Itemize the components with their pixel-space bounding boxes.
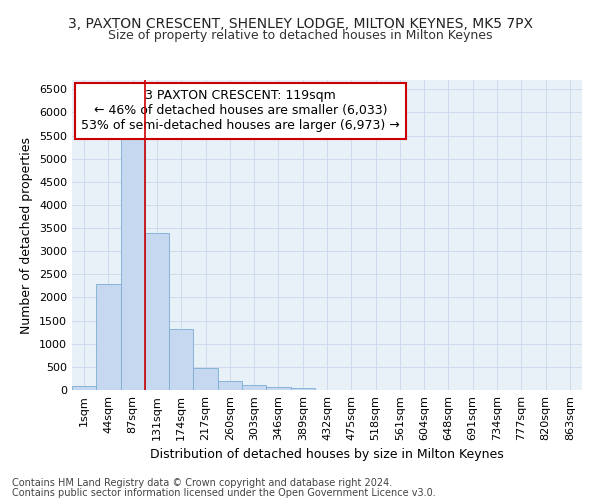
Bar — [96, 284, 121, 390]
Bar — [145, 232, 169, 390]
Text: 3 PAXTON CRESCENT: 119sqm
← 46% of detached houses are smaller (6,033)
53% of se: 3 PAXTON CRESCENT: 119sqm ← 46% of detac… — [81, 90, 400, 132]
Bar — [72, 386, 96, 390]
Text: Contains public sector information licensed under the Open Government Licence v3: Contains public sector information licen… — [12, 488, 436, 498]
Y-axis label: Number of detached properties: Number of detached properties — [20, 136, 34, 334]
Text: Size of property relative to detached houses in Milton Keynes: Size of property relative to detached ho… — [108, 29, 492, 42]
Bar — [242, 386, 266, 390]
Text: 3, PAXTON CRESCENT, SHENLEY LODGE, MILTON KEYNES, MK5 7PX: 3, PAXTON CRESCENT, SHENLEY LODGE, MILTO… — [67, 18, 533, 32]
Bar — [290, 388, 315, 390]
Text: Contains HM Land Registry data © Crown copyright and database right 2024.: Contains HM Land Registry data © Crown c… — [12, 478, 392, 488]
Bar — [121, 138, 145, 390]
Bar — [169, 329, 193, 390]
Bar — [266, 387, 290, 390]
Bar — [218, 381, 242, 390]
X-axis label: Distribution of detached houses by size in Milton Keynes: Distribution of detached houses by size … — [150, 448, 504, 462]
Bar — [193, 368, 218, 390]
